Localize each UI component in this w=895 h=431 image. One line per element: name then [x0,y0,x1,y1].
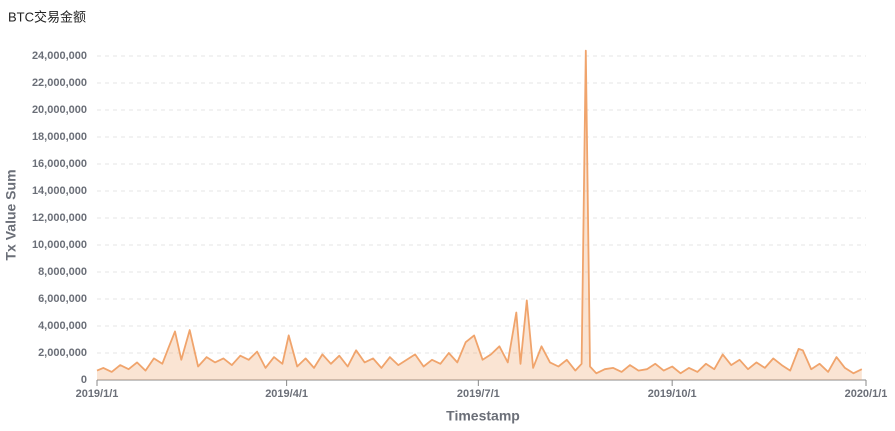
y-tick-label: 16,000,000 [32,158,87,170]
y-tick-label: 12,000,000 [32,212,87,224]
y-tick-label: 22,000,000 [32,77,87,89]
x-tick-label: 2019/10/1 [648,388,697,400]
x-tick-label: 2019/4/1 [265,388,308,400]
y-tick-label: 10,000,000 [32,239,87,251]
y-tick-label: 0 [81,374,87,386]
y-tick-label: 14,000,000 [32,185,87,197]
y-tick-label: 6,000,000 [38,293,87,305]
y-tick-label: 2,000,000 [38,347,87,359]
chart-title: BTC交易金额 [8,9,86,24]
y-tick-label: 18,000,000 [32,131,87,143]
x-tick-label: 2020/1/1 [845,388,888,400]
area-fill [97,50,862,380]
y-tick-label: 4,000,000 [38,320,87,332]
x-tick-label: 2019/7/1 [457,388,500,400]
area-line [96,49,863,375]
x-tick-label: 2019/1/1 [76,388,119,400]
y-tick-label: 20,000,000 [32,104,87,116]
y-tick-label: 24,000,000 [32,50,87,62]
y-tick-label: 8,000,000 [38,266,87,278]
y-axis-label: Tx Value Sum [3,169,19,260]
x-axis-label: Timestamp [446,408,520,424]
